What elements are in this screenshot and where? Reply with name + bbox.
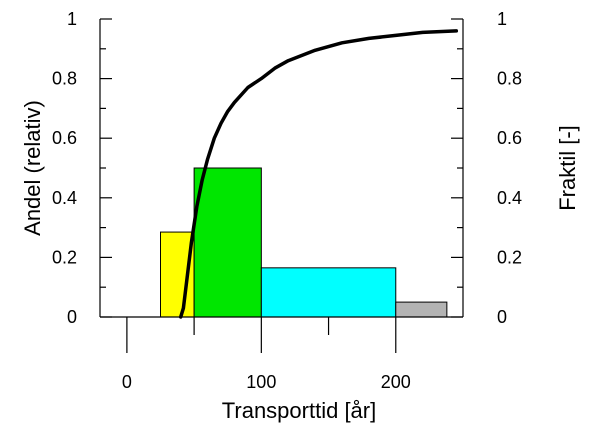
tick-labels: 0 0.2 0.4 0.6 0.8 1 0 0.2 0.4 0.6 0.8 1 0 100 200: [52, 9, 522, 392]
y2-tick-label: 0.8: [497, 69, 522, 89]
x-tick-label: 100: [246, 372, 276, 392]
y2-tick-label: 0.4: [497, 188, 522, 208]
axes: [99, 18, 464, 353]
bar-1: [193, 167, 262, 318]
cumulative-curve: [178, 29, 459, 319]
y-tick-label: 0.8: [52, 69, 77, 89]
y2-tick-label: 0: [497, 307, 507, 327]
y2-tick-label: 0.6: [497, 128, 522, 148]
y-tick-label: 0.2: [52, 247, 77, 267]
y-tick-label: 0: [67, 307, 77, 327]
y-tick-label: 0.4: [52, 188, 77, 208]
y-axis-label: Andel (relativ): [20, 100, 45, 236]
y-tick-label: 0.6: [52, 128, 77, 148]
y2-tick-label: 0.2: [497, 247, 522, 267]
bar-2: [260, 267, 397, 318]
bars: [160, 167, 448, 318]
x-tick-label: 200: [381, 372, 411, 392]
fractile-line: [178, 29, 459, 319]
y-tick-label: 1: [67, 9, 77, 29]
x-tick-label: 0: [122, 372, 132, 392]
y2-tick-label: 1: [497, 9, 507, 29]
y2-axis-label: Fraktil [-]: [555, 125, 580, 211]
x-axis-label: Transporttid [år]: [222, 398, 376, 423]
bar-3: [395, 301, 448, 318]
